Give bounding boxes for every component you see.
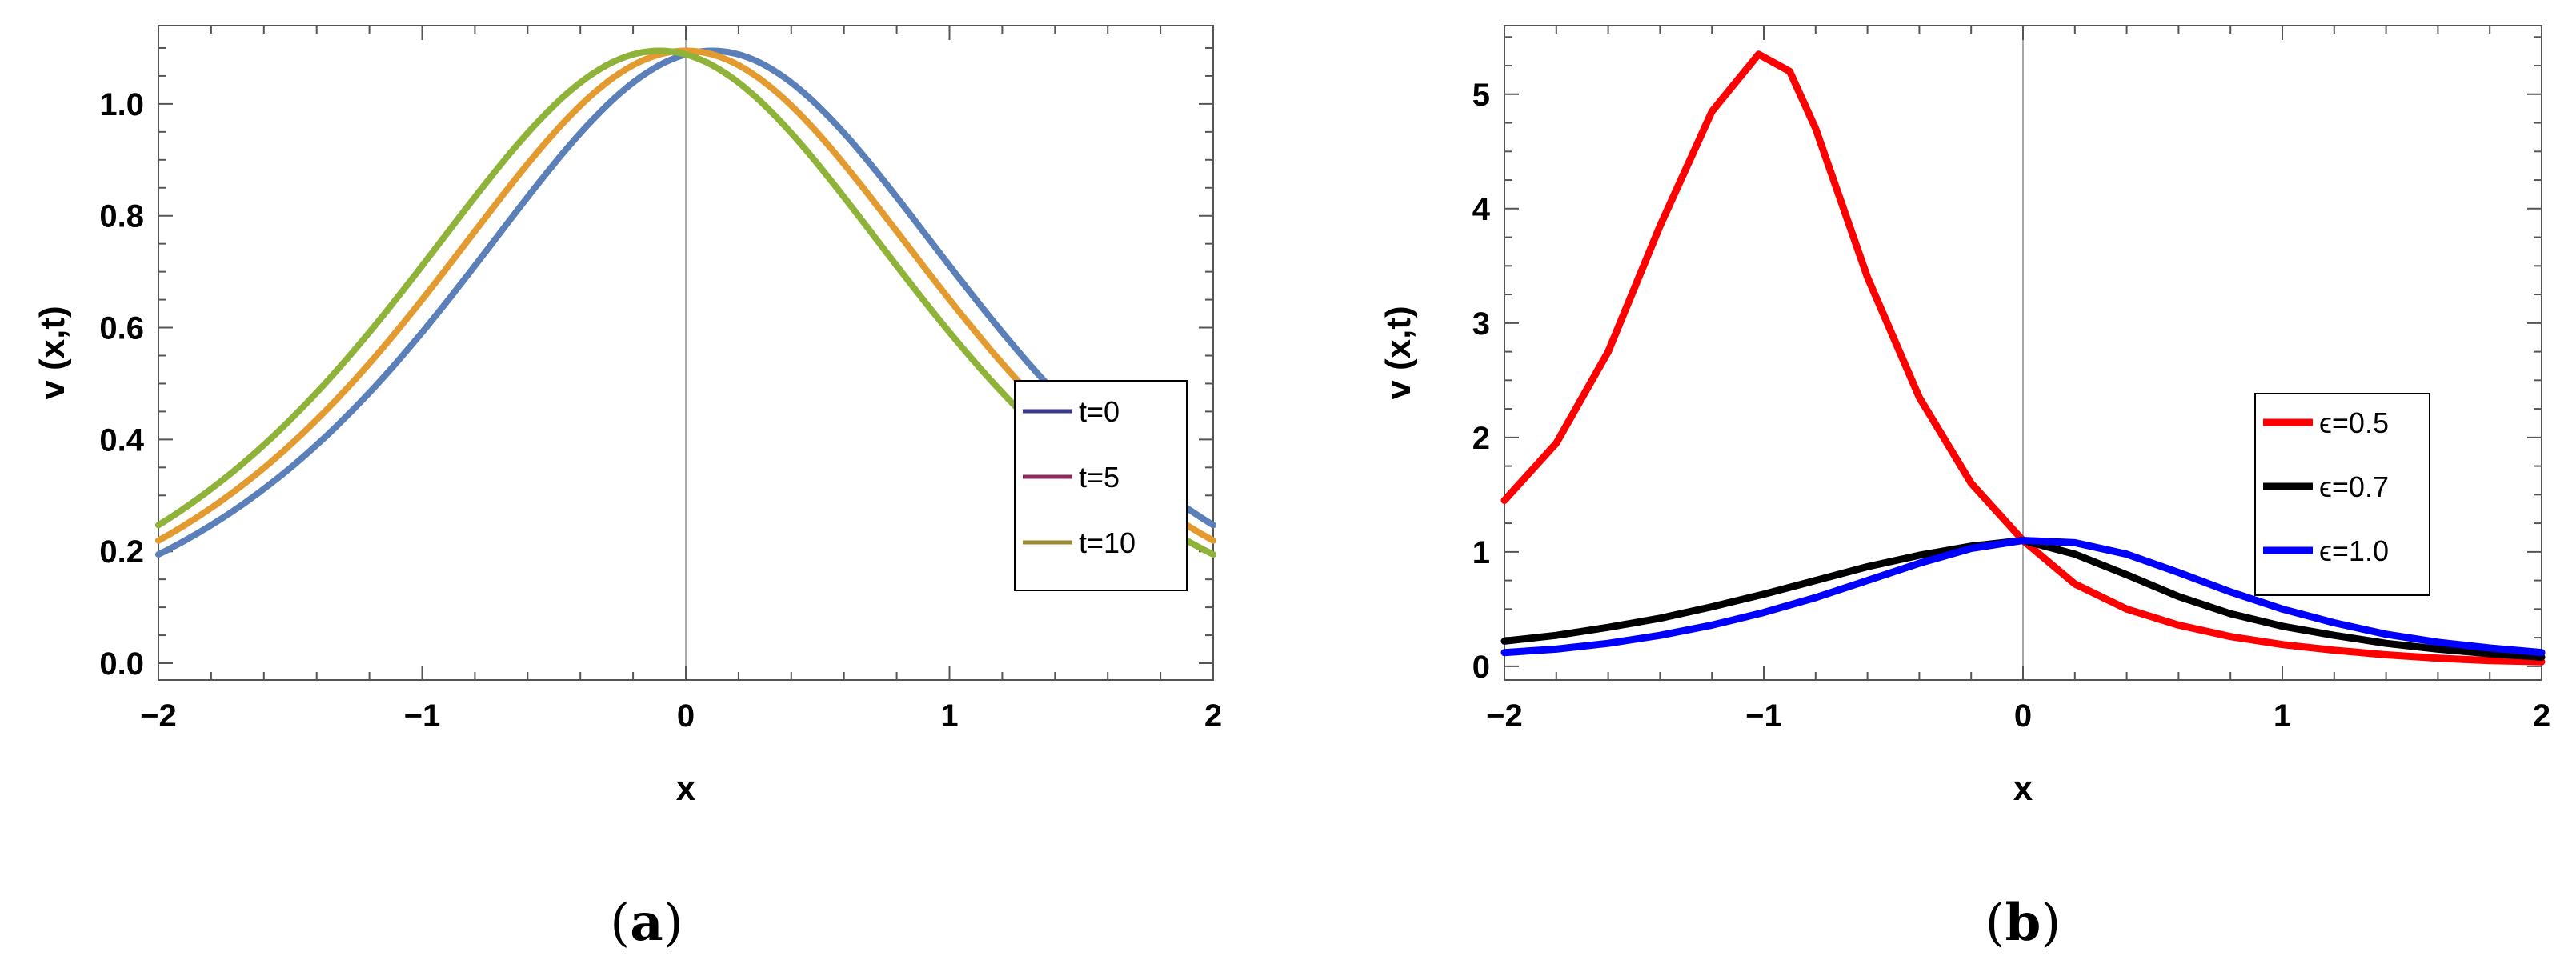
y-tick-label: 0.2 <box>99 534 144 570</box>
caption-letter: b <box>2005 893 2041 953</box>
legend: t=0 t=5 t=10 <box>1014 380 1188 591</box>
x-tick-label: −2 <box>1486 698 1523 734</box>
caption-open: ( <box>610 894 630 953</box>
caption-close: ) <box>663 894 683 953</box>
x-tick-label: 0 <box>677 698 695 734</box>
y-tick-label: 0.4 <box>99 422 144 458</box>
x-tick-label: 0 <box>2014 698 2032 734</box>
x-tick-label: −1 <box>1745 698 1782 734</box>
y-tick-label: 0.0 <box>99 646 144 682</box>
legend-label-2: ϵ=1.0 <box>2319 534 2389 567</box>
caption-letter: a <box>630 893 663 953</box>
legend-label-2: t=10 <box>1079 526 1136 559</box>
series-group <box>1500 50 2546 666</box>
y-tick-label: 0.8 <box>99 199 144 234</box>
x-tick-label: 2 <box>2533 698 2550 734</box>
y-tick-label: 2 <box>1472 421 1490 456</box>
legend: ϵ=0.5 ϵ=0.7 ϵ=1.0 <box>2254 393 2430 596</box>
y-tick-label: 1 <box>1472 535 1490 570</box>
y-tick-label: 1.0 <box>99 87 144 122</box>
y-tick-label: 0 <box>1472 650 1490 685</box>
legend-label-0: t=0 <box>1079 395 1120 428</box>
caption-close: ) <box>2041 894 2061 953</box>
y-tick-label: 0.6 <box>99 311 144 346</box>
x-axis-label: x <box>2013 769 2033 808</box>
x-axis-label: x <box>676 769 696 808</box>
panel-caption: (a) <box>610 893 683 953</box>
legend-box <box>1014 380 1188 591</box>
y-axis-label: v (x,t) <box>33 306 72 399</box>
panel-a: −2 −1 0 1 20.00.20.40.60.81.0xv (x,t)t=0t=5t… <box>33 25 1222 953</box>
y-tick-label: 4 <box>1472 192 1491 227</box>
series-line-0 <box>1500 50 2546 666</box>
legend-box <box>2254 393 2430 596</box>
legend-label-1: t=5 <box>1079 461 1120 494</box>
x-tick-label: 1 <box>940 698 958 734</box>
panel-b: −2 −1 0 1 2 0 1 2 3 4 5 x v (x,t) ϵ=0.5 ϵ=0.7 ϵ=1.0 (b) <box>1379 25 2550 953</box>
x-tick-label: −1 <box>404 698 441 734</box>
caption-open: ( <box>1985 894 2005 953</box>
y-tick-label: 5 <box>1472 78 1490 113</box>
x-tick-label: 1 <box>2274 698 2291 734</box>
legend-label-0: ϵ=0.5 <box>2319 406 2389 439</box>
panel-caption: (b) <box>1985 893 2061 953</box>
x-tick-label: 2 <box>1204 698 1222 734</box>
y-tick-label: 3 <box>1472 306 1490 342</box>
x-tick-label: −2 <box>140 698 177 734</box>
legend-label-1: ϵ=0.7 <box>2319 470 2389 503</box>
y-axis-label: v (x,t) <box>1379 306 1418 399</box>
series-line-2 <box>1500 537 2546 657</box>
